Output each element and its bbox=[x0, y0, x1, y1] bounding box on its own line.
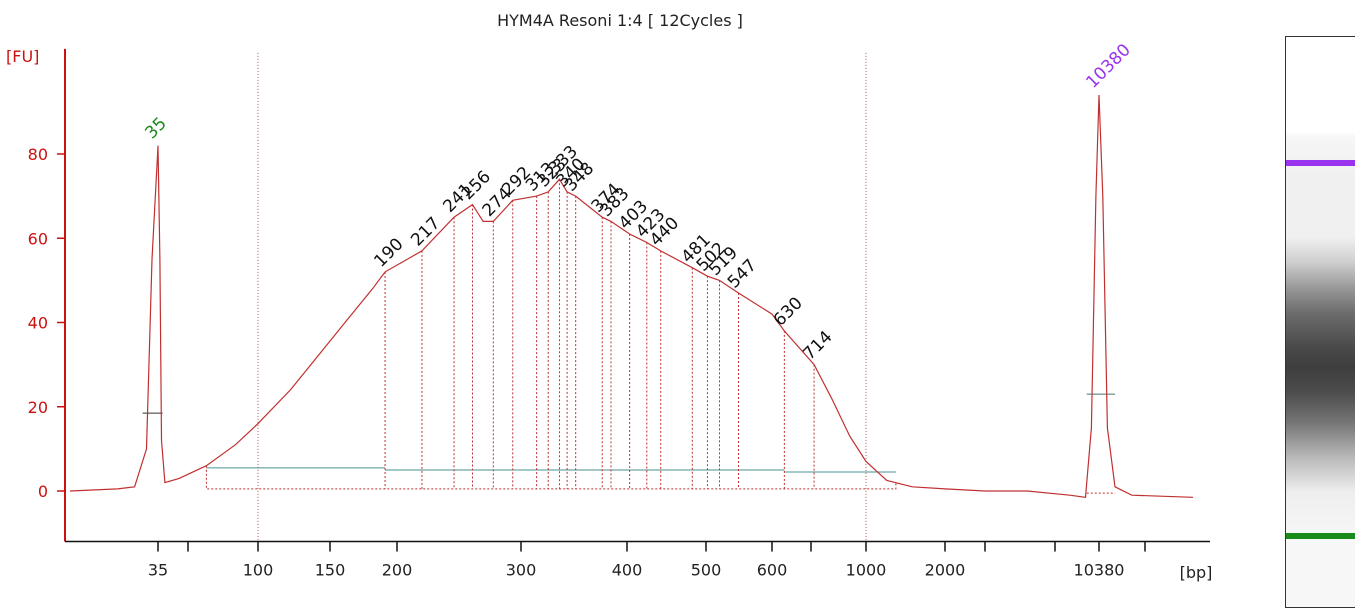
marker-label: 10380 bbox=[1082, 40, 1134, 92]
peak-label: 630 bbox=[770, 293, 807, 330]
x-tick-label: 35 bbox=[148, 561, 168, 580]
y-tick-label: 0 bbox=[38, 482, 48, 501]
x-tick-label: 500 bbox=[691, 561, 722, 580]
gel-upper-marker-band bbox=[1286, 160, 1355, 166]
y-tick-label: 80 bbox=[28, 145, 48, 164]
y-axis-label: [FU] bbox=[6, 47, 39, 66]
chart-title: HYM4A Resoni 1:4 [ 12Cycles ] bbox=[497, 11, 743, 30]
marker-label: 35 bbox=[141, 114, 170, 143]
y-tick-label: 20 bbox=[28, 398, 48, 417]
peak-label: 217 bbox=[407, 213, 444, 250]
x-tick-label: 100 bbox=[243, 561, 274, 580]
y-tick-label: 60 bbox=[28, 229, 48, 248]
x-tick-label: 600 bbox=[757, 561, 788, 580]
gel-image bbox=[1285, 36, 1355, 608]
gel-lower-marker-band bbox=[1286, 533, 1355, 539]
electropherogram-trace bbox=[69, 94, 1194, 498]
x-tick-label: 1000 bbox=[846, 561, 887, 580]
integration-region bbox=[205, 465, 897, 490]
y-tick-label: 40 bbox=[28, 314, 48, 333]
peak-label: 190 bbox=[370, 234, 407, 271]
electropherogram-chart: HYM4A Resoni 1:4 [ 12Cycles ] [FU] [bp] … bbox=[6, 11, 1213, 582]
x-tick-label: 200 bbox=[382, 561, 413, 580]
x-tick-label: 150 bbox=[315, 561, 346, 580]
peak-label: 714 bbox=[799, 327, 836, 364]
x-tick-label: 10380 bbox=[1074, 561, 1125, 580]
x-tick-label: 2000 bbox=[925, 561, 966, 580]
x-tick-label: 300 bbox=[506, 561, 537, 580]
x-tick-label: 400 bbox=[612, 561, 643, 580]
x-axis-label: [bp] bbox=[1180, 563, 1213, 582]
